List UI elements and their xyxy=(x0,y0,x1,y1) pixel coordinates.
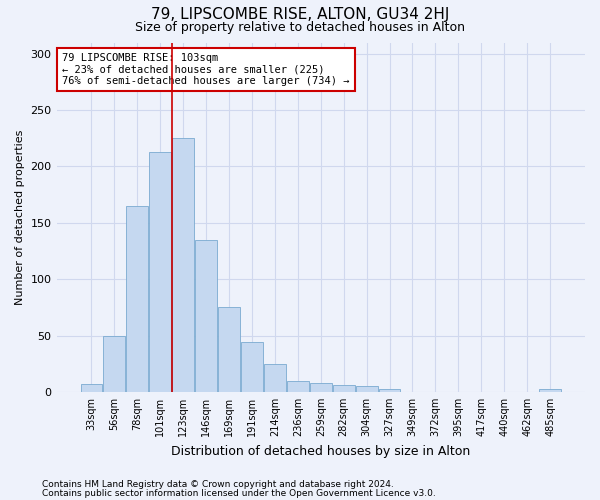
Bar xyxy=(218,308,240,392)
Bar xyxy=(379,388,400,392)
X-axis label: Distribution of detached houses by size in Alton: Distribution of detached houses by size … xyxy=(171,444,470,458)
Y-axis label: Number of detached properties: Number of detached properties xyxy=(15,130,25,305)
Bar xyxy=(127,206,148,392)
Bar xyxy=(241,342,263,392)
Bar xyxy=(264,364,286,392)
Text: Contains public sector information licensed under the Open Government Licence v3: Contains public sector information licen… xyxy=(42,488,436,498)
Bar xyxy=(356,386,377,392)
Text: Contains HM Land Registry data © Crown copyright and database right 2024.: Contains HM Land Registry data © Crown c… xyxy=(42,480,394,489)
Bar xyxy=(80,384,103,392)
Bar xyxy=(333,385,355,392)
Text: 79 LIPSCOMBE RISE: 103sqm
← 23% of detached houses are smaller (225)
76% of semi: 79 LIPSCOMBE RISE: 103sqm ← 23% of detac… xyxy=(62,53,349,86)
Bar xyxy=(539,388,561,392)
Bar xyxy=(149,152,171,392)
Bar xyxy=(103,336,125,392)
Bar xyxy=(287,380,309,392)
Text: Size of property relative to detached houses in Alton: Size of property relative to detached ho… xyxy=(135,21,465,34)
Bar xyxy=(172,138,194,392)
Text: 79, LIPSCOMBE RISE, ALTON, GU34 2HJ: 79, LIPSCOMBE RISE, ALTON, GU34 2HJ xyxy=(151,8,449,22)
Bar xyxy=(310,383,332,392)
Bar xyxy=(195,240,217,392)
